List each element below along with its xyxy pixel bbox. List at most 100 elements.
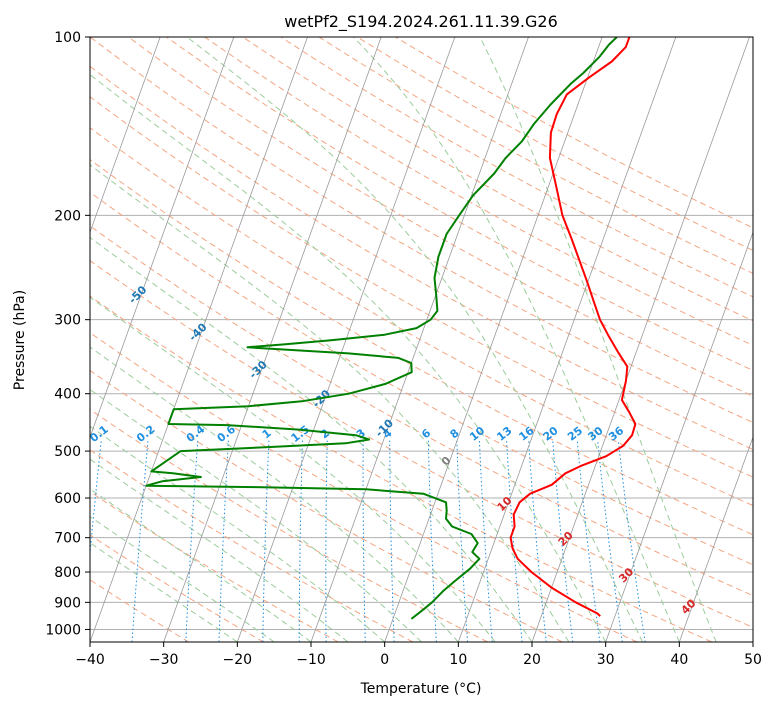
y-tick-label: 1000 — [45, 622, 81, 638]
mixing-ratio-line — [427, 440, 437, 642]
isotherm-line — [605, 230, 753, 642]
dry-adiabat-line — [90, 96, 753, 478]
isotherm-label: -30 — [247, 358, 270, 381]
dry-adiabat-line — [90, 259, 753, 629]
isotherm-label: -60 — [67, 242, 90, 265]
mixing-ratio-line — [576, 440, 601, 642]
dry-adiabat-line — [166, 37, 753, 371]
x-tick-label: −30 — [149, 652, 179, 668]
dry-adiabat-line — [90, 579, 190, 642]
mixing-ratio-line — [185, 440, 199, 642]
mixing-ratio-label: 1.5 — [289, 423, 312, 445]
isotherm-line — [310, 37, 529, 642]
isotherm-line — [384, 37, 603, 642]
moist-adiabat-line — [90, 488, 312, 642]
moist-adiabat-line — [90, 164, 570, 642]
moist-adiabat-line — [90, 74, 607, 642]
y-tick-label: 600 — [54, 491, 81, 507]
mixing-ratio-line — [552, 440, 574, 642]
mixing-ratio-line — [528, 440, 547, 642]
mixing-ratio-line — [362, 440, 366, 642]
isotherm-line — [90, 37, 235, 439]
moist-adiabat-line — [90, 296, 496, 642]
isotherm-line — [457, 37, 677, 642]
dry-adiabat-line — [242, 37, 753, 322]
mixing-ratio-line — [90, 440, 102, 558]
mixing-ratio-label: 30 — [586, 424, 606, 444]
moist-adiabat-line — [479, 37, 717, 642]
mixing-ratio-label: 20 — [541, 424, 561, 444]
dry-adiabat-line — [90, 491, 339, 642]
mixing-ratio-line — [298, 440, 303, 642]
x-tick-label: −40 — [75, 652, 105, 668]
chart-title: wetPf2_S194.2024.261.11.39.G26 — [284, 12, 558, 32]
mixing-ratio-label: 16 — [516, 424, 536, 444]
mixing-ratio-line — [597, 440, 623, 642]
mixing-ratio-line — [506, 440, 523, 642]
y-axis-title: Pressure (hPa) — [12, 290, 28, 390]
dry-adiabat-line — [90, 408, 488, 642]
mixing-ratio-label: 13 — [494, 424, 514, 444]
y-tick-label: 900 — [54, 595, 81, 611]
dry-adiabat-line — [90, 332, 638, 642]
isotherm-label: -50 — [126, 283, 149, 306]
mixing-ratio-line — [218, 440, 229, 642]
x-tick-label: 40 — [670, 652, 688, 668]
moist-adiabat-line — [90, 542, 238, 642]
moist-adiabat-line — [90, 515, 275, 642]
isotherm-line — [90, 37, 308, 642]
dry-adiabat-line — [90, 534, 264, 642]
x-tick-label: 30 — [597, 652, 615, 668]
dry-adiabat-line — [90, 191, 753, 566]
dry-adiabats — [90, 37, 753, 642]
isotherm-line — [163, 37, 382, 642]
mixing-ratio-line — [325, 440, 328, 642]
dry-adiabat-line — [280, 37, 753, 298]
dry-adiabat-line — [318, 37, 753, 274]
dry-adiabat-line — [90, 127, 753, 507]
y-tick-label: 500 — [54, 444, 81, 460]
x-axis-title: Temperature (°C) — [360, 681, 482, 697]
y-tick-label: 200 — [54, 208, 81, 224]
mixing-ratio-line — [131, 440, 149, 642]
temperature-profile-line — [509, 37, 637, 617]
moist-adiabat-line — [90, 388, 422, 642]
x-tick-label: −20 — [223, 652, 253, 668]
dry-adiabat-line — [90, 65, 753, 451]
mixing-ratio-label: 2 — [318, 426, 332, 441]
isotherm-line — [678, 435, 753, 642]
mixing-ratio-line — [262, 440, 270, 642]
isotherm-label-warm: 10 — [495, 494, 515, 514]
dewpoint-profile-line — [145, 37, 618, 620]
mixing-ratio-label: 25 — [565, 424, 585, 444]
profile-series — [145, 37, 637, 620]
moist-adiabat-line — [90, 425, 386, 642]
dry-adiabat-line — [128, 37, 753, 397]
mixing-ratio-label: 10 — [467, 424, 487, 444]
x-tick-label: 0 — [380, 652, 389, 668]
isopleth-labels: 0.10.20.40.611.52346810131620253036-100-… — [13, 188, 699, 616]
y-tick-label: 100 — [54, 30, 81, 46]
isotherm-line — [90, 37, 161, 234]
mixing-ratio-label: 0.4 — [184, 422, 208, 444]
isotherm-label-warm: 30 — [616, 565, 636, 585]
mixing-ratio-line — [617, 440, 646, 642]
moist-adiabat-line — [90, 346, 459, 642]
moist-adiabat-line — [353, 37, 680, 642]
dry-adiabat-line — [90, 159, 753, 536]
isotherm-label-warm: 20 — [556, 529, 576, 549]
mixing-ratio-line — [456, 440, 468, 642]
dry-adiabat-line — [90, 369, 563, 642]
isotherm-line — [531, 37, 750, 642]
isotherm-line — [0, 37, 13, 642]
isotherm-label: -70 — [13, 188, 36, 211]
dry-adiabat-line — [204, 37, 753, 346]
mixing-ratio-label: 0.1 — [87, 423, 110, 445]
skewed-isotherms — [0, 37, 753, 642]
moist-adiabat-line — [90, 236, 533, 642]
isotherm-line — [752, 640, 753, 642]
x-tick-label: −10 — [296, 652, 326, 668]
y-tick-label: 800 — [54, 565, 81, 581]
moist-adiabat-line — [186, 37, 643, 642]
